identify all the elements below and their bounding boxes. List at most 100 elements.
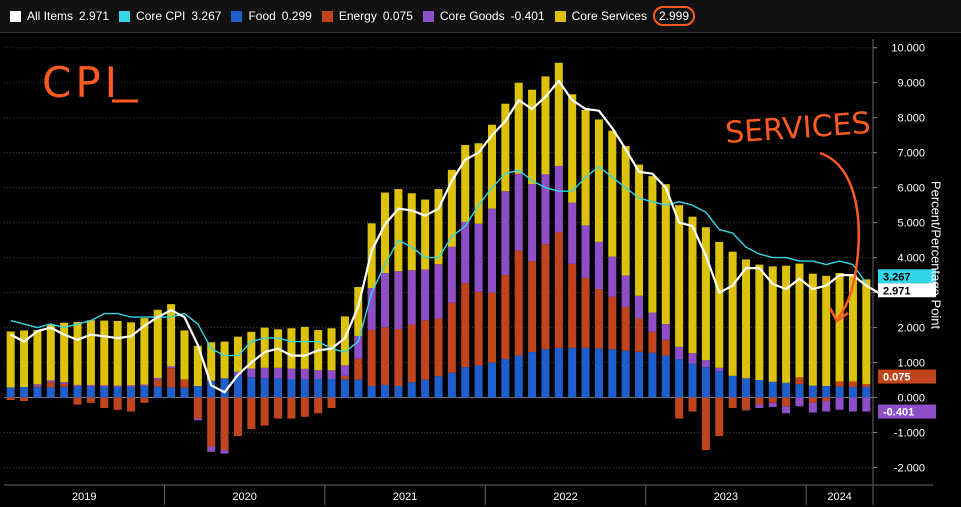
bar-food [835, 386, 844, 398]
bar-food [46, 387, 55, 398]
bar-core-goods [487, 208, 496, 293]
bar-food [434, 376, 443, 398]
bar-energy [46, 382, 55, 388]
line-all-items [10, 79, 881, 394]
bar-core-services [755, 264, 764, 381]
bar-energy [594, 289, 603, 349]
bar-core-goods [314, 370, 323, 380]
bar-core-goods [822, 401, 831, 412]
bar-energy [528, 261, 537, 353]
bar-food [233, 375, 242, 398]
bar-energy [220, 397, 229, 451]
value-tag-label: 2.971 [883, 285, 911, 297]
y-tick-label: 0.000 [897, 393, 925, 405]
bar-core-services [354, 287, 363, 336]
bar-energy [113, 397, 122, 410]
bar-food [167, 387, 176, 398]
bar-core-goods [648, 312, 657, 332]
bar-food [862, 387, 871, 398]
bar-core-goods [688, 353, 697, 364]
bar-food [581, 347, 590, 398]
bar-food [541, 349, 550, 398]
bar-core-services [621, 146, 630, 276]
bar-food [621, 350, 630, 398]
bar-core-services [768, 266, 777, 382]
bar-energy [33, 386, 42, 388]
bar-food [421, 379, 430, 398]
legend-item-core-goods[interactable]: Core Goods -0.401 [422, 9, 545, 23]
bar-energy [140, 397, 149, 403]
bar-core-goods [220, 450, 229, 454]
bar-core-services [581, 110, 590, 226]
bar-energy [514, 250, 523, 356]
bar-food [113, 387, 122, 398]
bar-energy [741, 397, 751, 410]
x-tick-label: 2024 [827, 491, 851, 503]
bar-energy [287, 397, 296, 419]
bar-core-services [741, 259, 751, 379]
legend-item-energy[interactable]: Energy 0.075 [321, 9, 413, 23]
bar-core-services [688, 216, 697, 354]
value-tag-label: -0.401 [883, 407, 914, 419]
bar-core-services [728, 251, 737, 376]
bar-core-services [153, 309, 162, 378]
y-tick-label: 6.000 [897, 183, 925, 195]
bar-energy [675, 397, 684, 419]
value-tag-energy: 0.075 [878, 369, 936, 384]
legend-swatch [10, 10, 21, 22]
bar-core-services [220, 341, 229, 379]
legend-item-all-items[interactable]: All Items 2.971 [10, 9, 109, 23]
bar-core-goods [835, 397, 844, 410]
bar-core-goods [287, 368, 296, 380]
bar-core-services [594, 119, 603, 242]
legend-item-core-services[interactable]: Core Services 2.999 [554, 6, 696, 26]
handwritten-arrowhead [828, 307, 849, 323]
bar-food [314, 379, 323, 398]
bar-food [728, 375, 737, 398]
bar-core-goods [514, 173, 523, 251]
bar-food [300, 379, 309, 398]
bar-core-goods [140, 384, 149, 387]
bar-core-goods [594, 241, 603, 290]
bar-energy [60, 383, 69, 387]
y-axis-label: Percent/Percentage Point [928, 180, 944, 330]
bar-core-goods [46, 380, 55, 383]
bar-core-goods [247, 368, 256, 378]
value-tag-bg [878, 404, 936, 419]
bar-energy [728, 397, 737, 409]
handwritten-cpi-title: CPI [42, 58, 121, 107]
bar-core-services [568, 94, 577, 203]
value-tag-core-goods: -0.401 [878, 404, 936, 419]
bar-food [20, 387, 29, 398]
bar-core-services [862, 279, 871, 385]
y-tick-label: 1.000 [897, 358, 925, 370]
bar-core-goods [661, 324, 670, 340]
bar-energy [300, 397, 309, 417]
bar-core-services [848, 274, 857, 382]
bar-core-services [46, 324, 55, 381]
bar-core-goods [741, 409, 751, 411]
bar-core-goods [541, 174, 550, 245]
bar-energy [701, 397, 710, 451]
bar-core-services [287, 328, 296, 369]
bar-core-goods [207, 446, 216, 452]
x-tick-label: 2023 [714, 491, 738, 503]
bar-food [247, 377, 256, 398]
bar-core-goods [167, 366, 176, 369]
legend-item-food[interactable]: Food 0.299 [231, 9, 312, 23]
bar-core-goods [394, 271, 403, 329]
legend-swatch [119, 10, 131, 22]
legend-value: 3.267 [191, 9, 222, 23]
legend-swatch [554, 10, 566, 22]
bar-core-goods [795, 397, 804, 407]
bar-food [260, 378, 269, 398]
bar-food [274, 378, 283, 398]
bar-core-goods [461, 221, 470, 284]
bar-energy [808, 397, 817, 403]
bar-core-services [715, 241, 724, 368]
legend-value: 2.999 [652, 6, 696, 26]
bar-energy [180, 379, 189, 388]
bar-core-goods [501, 191, 510, 276]
bar-core-services [113, 320, 122, 386]
legend-item-core-cpi[interactable]: Core CPI 3.267 [119, 9, 221, 23]
